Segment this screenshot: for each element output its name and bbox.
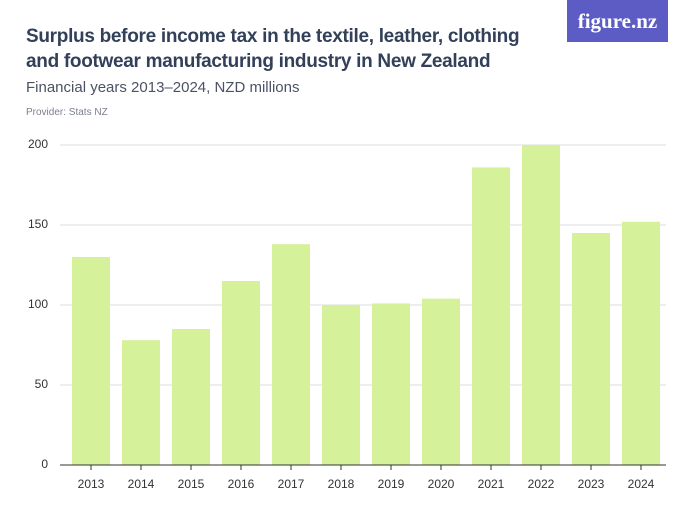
y-tick-label: 150	[28, 217, 48, 231]
x-tick-label: 2020	[428, 477, 455, 491]
bar	[72, 257, 110, 465]
bar	[272, 244, 310, 465]
bar	[322, 305, 360, 465]
provider: Provider: Stats NZ	[26, 107, 108, 118]
bar	[472, 167, 510, 465]
x-tick-label: 2019	[378, 477, 405, 491]
x-tick-label: 2015	[178, 477, 205, 491]
y-tick-label: 200	[28, 137, 48, 151]
x-tick-label: 2021	[478, 477, 505, 491]
chart-title: Surplus before income tax in the textile…	[26, 26, 520, 72]
bar	[572, 233, 610, 465]
y-tick-label: 50	[35, 377, 49, 391]
y-tick-label: 0	[41, 457, 48, 471]
bar	[422, 298, 460, 465]
x-tick-label: 2022	[528, 477, 555, 491]
chart-subtitle: Financial years 2013–2024, NZD millions	[26, 79, 300, 96]
x-tick-label: 2014	[128, 477, 155, 491]
bar	[222, 281, 260, 465]
x-tick-label: 2018	[328, 477, 355, 491]
x-tick-label: 2024	[628, 477, 655, 491]
bar	[522, 145, 560, 465]
x-tick-label: 2017	[278, 477, 305, 491]
bar	[622, 221, 660, 465]
bar	[372, 303, 410, 465]
x-tick-label: 2023	[578, 477, 605, 491]
bar	[122, 340, 160, 465]
bar	[172, 329, 210, 465]
x-tick-label: 2013	[78, 477, 105, 491]
brand-logo[interactable]: figure.nz	[567, 0, 668, 42]
x-tick-label: 2016	[228, 477, 255, 491]
y-tick-label: 100	[28, 297, 48, 311]
